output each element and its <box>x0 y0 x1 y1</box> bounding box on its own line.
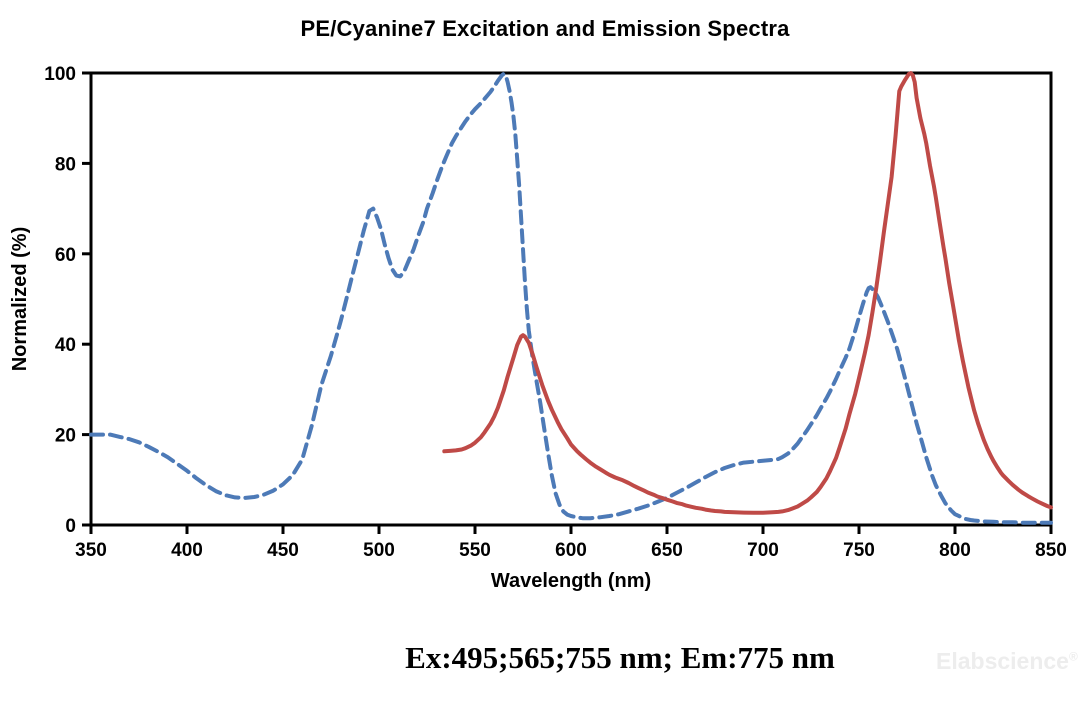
x-tick-label: 850 <box>1035 540 1067 561</box>
x-tick-label: 800 <box>939 540 971 561</box>
y-axis-label: Normalized (%) <box>9 227 31 371</box>
registered-mark: ® <box>1068 649 1078 664</box>
x-tick-label: 600 <box>555 540 587 561</box>
y-tick-label: 0 <box>65 516 76 537</box>
y-tick-label: 100 <box>44 64 76 85</box>
y-tick-label: 60 <box>55 245 76 266</box>
chart-title: PE/Cyanine7 Excitation and Emission Spec… <box>300 16 790 41</box>
x-tick-label: 700 <box>747 540 779 561</box>
watermark-logo: Elabscience® <box>936 648 1078 675</box>
watermark-text: Elabscience <box>936 648 1069 674</box>
x-tick-label: 550 <box>459 540 491 561</box>
y-tick-label: 80 <box>55 154 76 175</box>
excitation-curve <box>89 71 1053 525</box>
x-tick-label: 400 <box>171 540 203 561</box>
x-tick-label: 450 <box>267 540 299 561</box>
ex-em-annotation: Ex:495;565;755 nm; Em:775 nm <box>405 640 835 675</box>
x-tick-label: 650 <box>651 540 683 561</box>
y-tick-label: 40 <box>55 335 76 356</box>
spectra-plot: 350 400 450 500 550 600 650 700 750 800 850 0 20 40 60… <box>9 64 1067 592</box>
emission-curve <box>442 71 1053 515</box>
x-tick-label: 750 <box>843 540 875 561</box>
x-tick-label: 350 <box>75 540 107 561</box>
x-axis-label: Wavelength (nm) <box>491 570 651 592</box>
y-tick-label: 20 <box>55 426 76 447</box>
plot-frame <box>89 71 1053 527</box>
x-tick-label: 500 <box>363 540 395 561</box>
